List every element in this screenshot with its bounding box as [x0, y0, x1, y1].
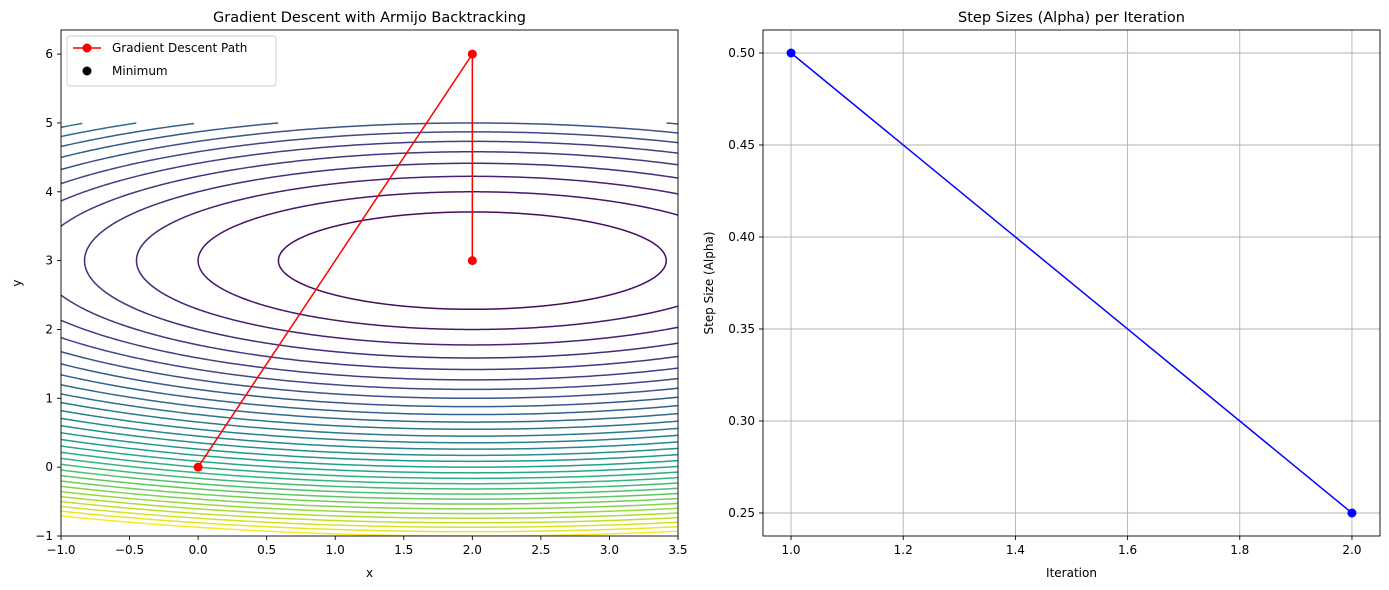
- contour-line-29: [61, 505, 678, 529]
- contour-line-19: [61, 451, 678, 480]
- right-plot-frame: [762, 29, 1381, 537]
- left-x-tick-label: 1.0: [326, 543, 345, 557]
- step-size-chart: 1.0 1.2 1.4 1.6 1.8 2.0 0.250.300.350.400.450…: [702, 10, 1381, 580]
- contour-line-23: [61, 474, 678, 500]
- contour-line-17: [61, 438, 678, 468]
- contour-line-8: [61, 122, 678, 408]
- left-x-tick-label: −0.5: [115, 543, 144, 557]
- contour-line-25: [61, 485, 678, 510]
- right-chart-title: Step Sizes (Alpha) per Iteration: [958, 10, 1185, 26]
- contour-line-14: [61, 417, 678, 450]
- right-y-axis-label: Step Size (Alpha): [702, 231, 716, 334]
- contour-line-20: [61, 457, 678, 485]
- path-series: [193, 49, 477, 472]
- left-chart-title: Gradient Descent with Armijo Backtrackin…: [213, 10, 526, 26]
- left-x-axis-label: x: [366, 566, 373, 580]
- right-x-axis-label: Iteration: [1046, 566, 1097, 580]
- contour-line-26: [61, 490, 678, 515]
- contour-line-27: [61, 495, 678, 519]
- contour-line-24: [61, 480, 678, 505]
- legend-minimum-marker: [82, 66, 92, 76]
- left-x-ticks: −1.0 −0.5 0.0 0.5 1.0 1.5 2.0 2.5 3.0 3.5: [46, 536, 688, 557]
- right-x-tick-label: 2.0: [1342, 543, 1361, 557]
- left-x-tick-label: 0.0: [189, 543, 208, 557]
- gradient-path-point-1: [467, 49, 477, 59]
- right-y-tick-label: 0.45: [728, 138, 755, 152]
- left-y-tick-label: 0: [45, 460, 53, 474]
- left-x-tick-label: 2.5: [531, 543, 550, 557]
- left-y-tick-label: −1: [35, 529, 53, 543]
- left-y-tick-label: 3: [45, 254, 53, 268]
- left-plot-frame: [60, 29, 679, 537]
- left-y-tick-label: 6: [45, 47, 53, 61]
- contour-line-1: [197, 191, 678, 331]
- contour-line-12: [61, 401, 678, 437]
- step-size-line: [790, 52, 1353, 514]
- contour-line-9: [61, 122, 678, 416]
- left-x-tick-label: 2.0: [463, 543, 482, 557]
- contour-chart: −1.0 −0.5 0.0 0.5 1.0 1.5 2.0 2.5 3.0 3.5 −1 0 1 2 3 4…: [10, 10, 688, 580]
- legend: Gradient Descent Path Minimum: [66, 35, 277, 87]
- contour-line-18: [61, 445, 678, 474]
- contour-line-0: [277, 211, 667, 311]
- left-x-tick-label: 0.5: [257, 543, 276, 557]
- contour-line-3: [83, 162, 678, 359]
- step-size-point-1: [1347, 508, 1357, 518]
- right-y-tick-label: 0.40: [728, 230, 755, 244]
- right-y-ticks: 0.25 0.30 0.35 0.40 0.45 0.50: [728, 46, 763, 520]
- contour-line-31: [61, 515, 678, 536]
- left-x-tick-label: 3.0: [600, 543, 619, 557]
- contour-line-21: [61, 463, 678, 490]
- contour-line-15: [61, 424, 678, 457]
- contour-line-11: [61, 122, 678, 431]
- gradient-path-point-2: [467, 256, 477, 266]
- left-x-tick-label: −1.0: [46, 543, 75, 557]
- right-x-tick-label: 1.8: [1230, 543, 1249, 557]
- contour-lines: [61, 122, 678, 536]
- right-x-tick-label: 1.4: [1006, 543, 1025, 557]
- left-x-tick-label: 1.5: [394, 543, 413, 557]
- right-x-tick-label: 1.2: [894, 543, 913, 557]
- legend-box: [66, 35, 277, 87]
- legend-label-minimum: Minimum: [112, 64, 168, 78]
- left-x-tick-label: 3.5: [668, 543, 687, 557]
- right-y-tick-label: 0.25: [728, 506, 755, 520]
- contour-line-30: [61, 510, 678, 533]
- contour-line-10: [61, 122, 678, 423]
- contour-line-13: [61, 409, 678, 444]
- contour-line-28: [61, 500, 678, 524]
- right-y-tick-label: 0.30: [728, 414, 755, 428]
- left-y-tick-label: 1: [45, 391, 53, 405]
- legend-label-path: Gradient Descent Path: [112, 41, 247, 55]
- right-x-tick-label: 1.0: [781, 543, 800, 557]
- legend-path-marker: [82, 43, 92, 53]
- right-y-tick-label: 0.50: [728, 46, 755, 60]
- contour-line-16: [61, 431, 678, 463]
- left-y-tick-label: 2: [45, 322, 53, 336]
- right-x-tick-label: 1.6: [1118, 543, 1137, 557]
- step-size-series: [786, 48, 1357, 518]
- left-y-ticks: −1 0 1 2 3 4 5 6: [35, 47, 61, 543]
- left-y-tick-label: 5: [45, 116, 53, 130]
- step-size-point-0: [786, 48, 796, 58]
- contour-line-22: [61, 469, 678, 495]
- left-y-tick-label: 4: [45, 185, 53, 199]
- gradient-path-point-0: [193, 462, 203, 472]
- right-y-tick-label: 0.35: [728, 322, 755, 336]
- right-x-ticks: 1.0 1.2 1.4 1.6 1.8 2.0: [781, 536, 1362, 557]
- left-y-axis-label: y: [10, 279, 24, 286]
- right-grid-lines: [763, 30, 1380, 536]
- contour-line-2: [135, 175, 678, 346]
